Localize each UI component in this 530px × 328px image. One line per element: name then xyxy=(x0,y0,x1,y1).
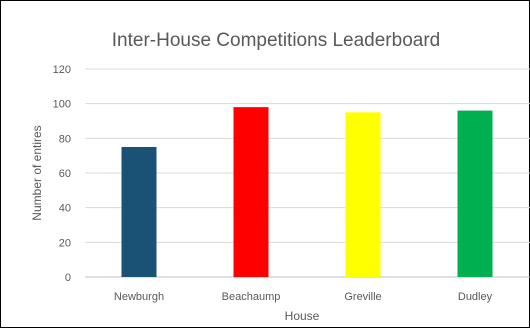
x-tick-labels: Newburgh Beachaump Greville Dudley xyxy=(114,291,493,303)
x-tick-label: Beachaump xyxy=(222,291,281,303)
x-tick-label: Greville xyxy=(344,291,381,303)
y-tick-label: 60 xyxy=(59,168,71,180)
y-tick-label: 40 xyxy=(59,203,71,215)
y-tick-label: 120 xyxy=(53,64,71,76)
x-axis-title: House xyxy=(285,309,320,323)
y-tick-label: 100 xyxy=(53,99,71,111)
chart-title: Inter-House Competitions Leaderboard xyxy=(112,30,440,51)
gridlines xyxy=(85,68,530,278)
y-tick-label: 80 xyxy=(59,133,71,145)
y-tick-label: 0 xyxy=(65,272,71,284)
y-axis-title: Number of entires xyxy=(30,125,44,220)
x-tick-label: Newburgh xyxy=(114,291,164,303)
bar-newburgh xyxy=(121,147,157,277)
y-tick-label: 20 xyxy=(59,237,71,249)
bars xyxy=(121,107,493,277)
bar-greville xyxy=(345,112,381,277)
bar-beachaump xyxy=(233,107,269,277)
bar-dudley xyxy=(457,110,493,277)
y-tick-labels: 0 20 40 60 80 100 120 xyxy=(53,64,71,284)
x-tick-label: Dudley xyxy=(458,291,493,303)
